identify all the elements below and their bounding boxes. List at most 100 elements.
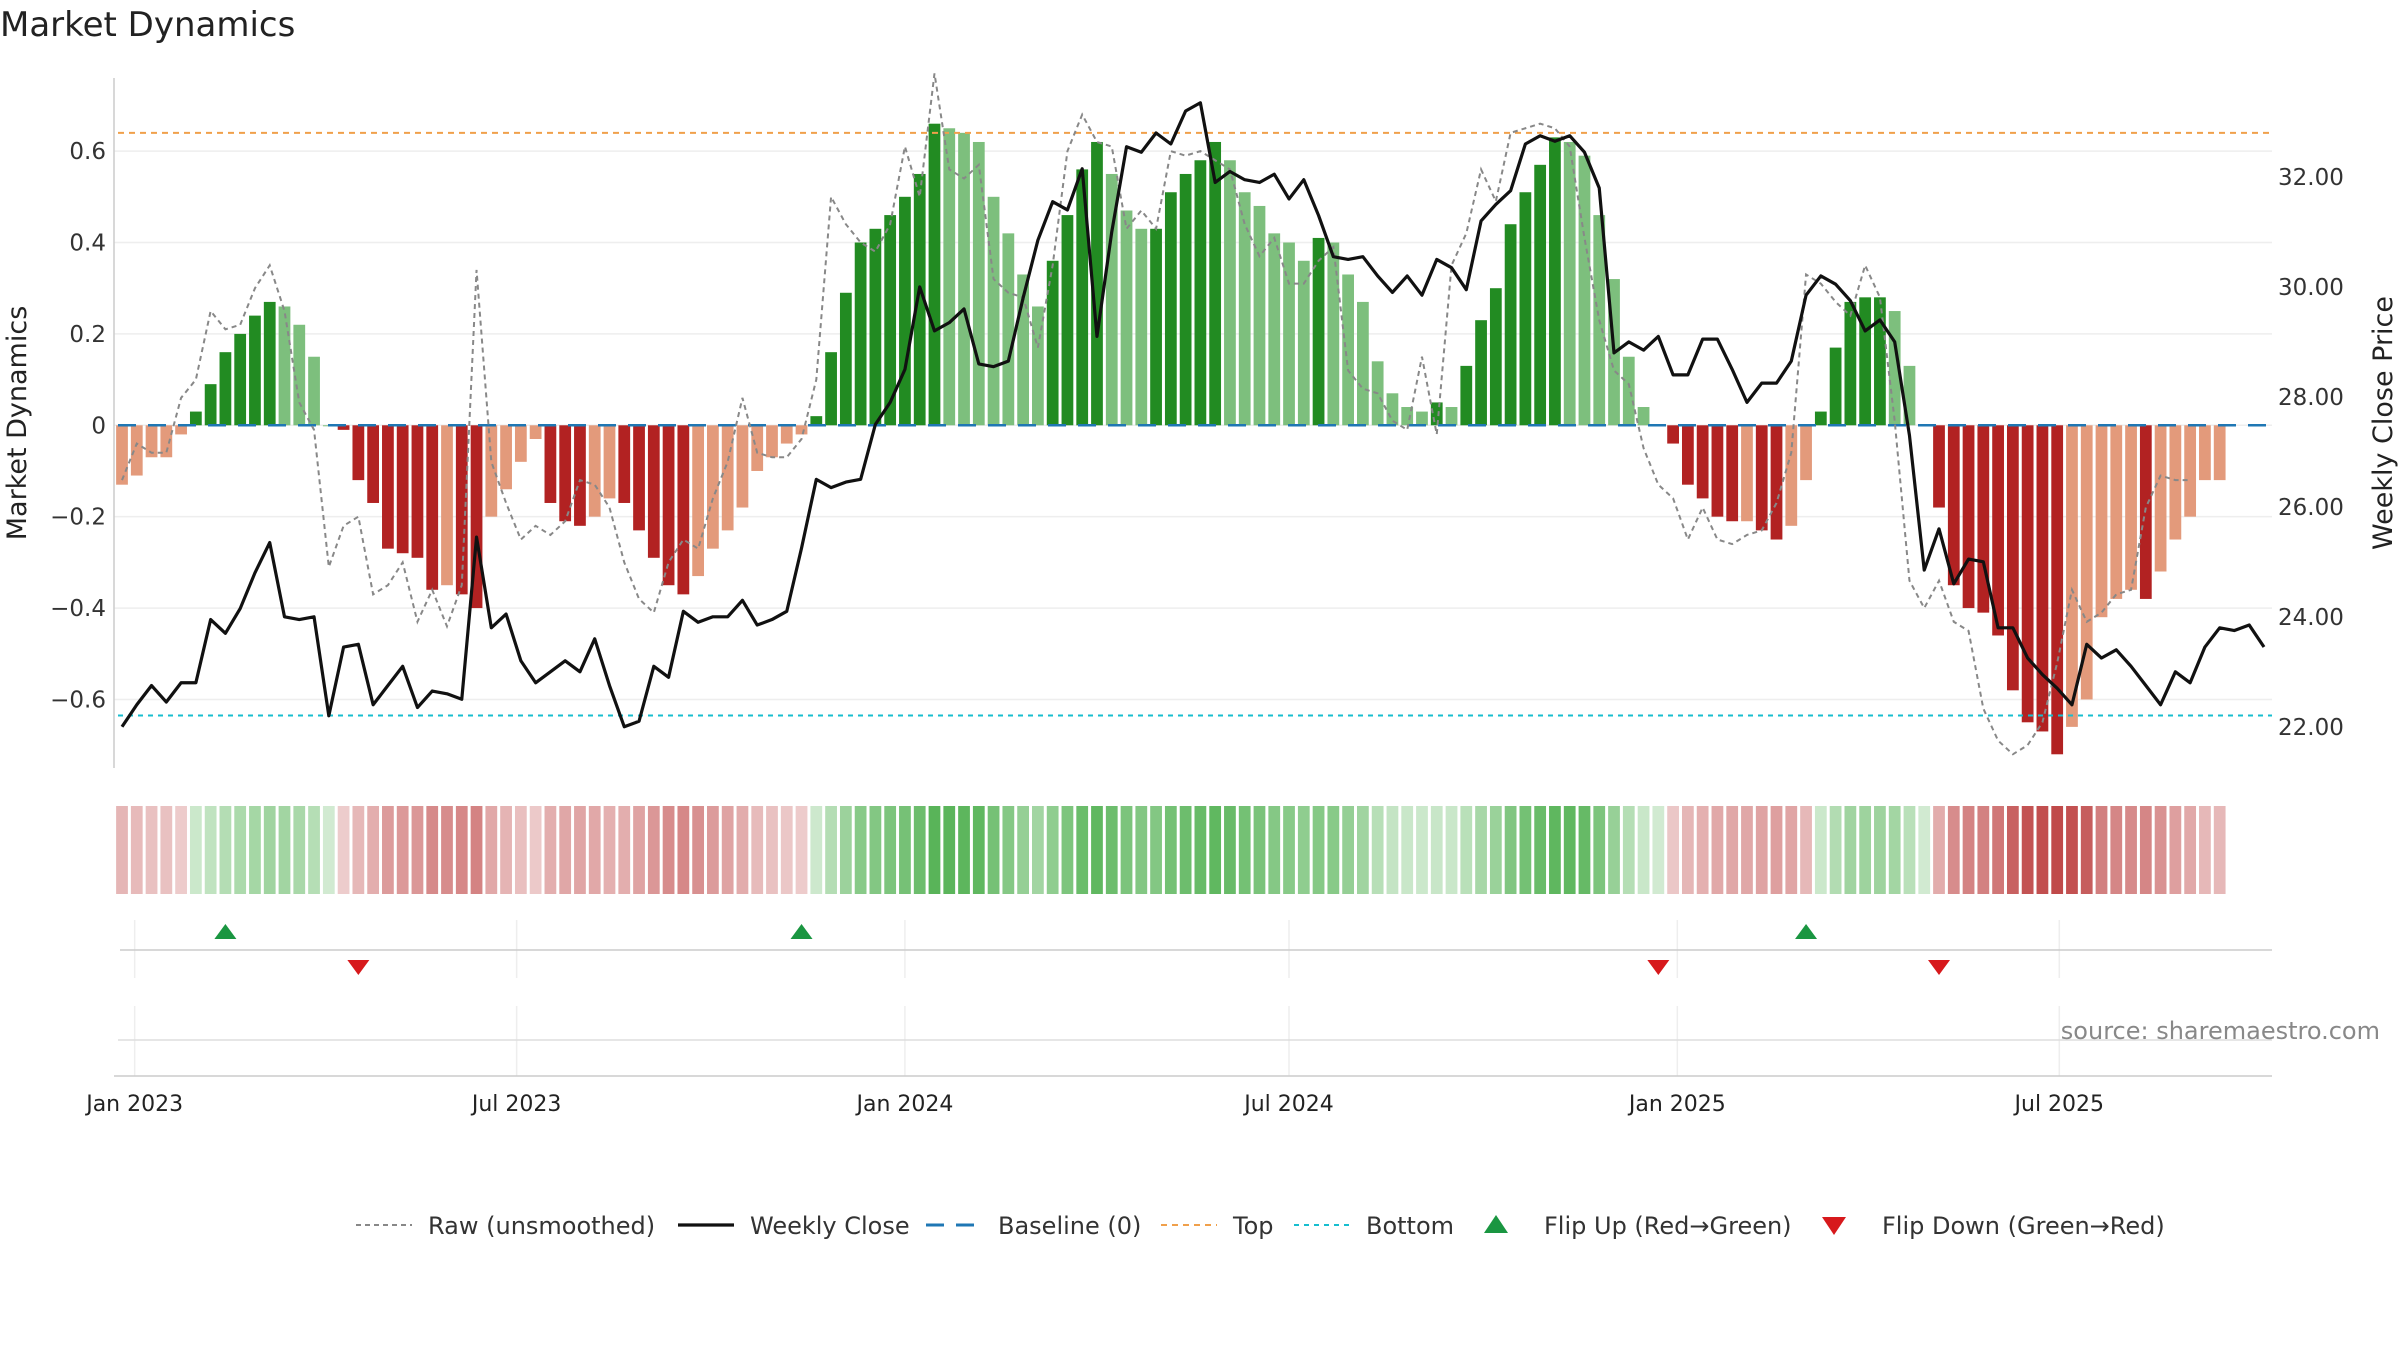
bar	[1342, 274, 1354, 426]
bar	[736, 425, 749, 508]
bar	[618, 425, 631, 503]
bar	[574, 425, 586, 526]
bar	[825, 352, 837, 426]
strip-cell	[721, 806, 734, 894]
weekly-close-line	[120, 101, 2266, 729]
strip-cell	[2051, 806, 2064, 894]
bar	[2169, 425, 2182, 540]
strip-cell	[278, 806, 291, 894]
bar	[810, 416, 823, 426]
strip-cell	[1002, 806, 1015, 894]
strip-cell	[175, 806, 187, 894]
left-axis-label: Market Dynamics	[2, 306, 33, 541]
strip-cell	[160, 806, 173, 894]
legend-item: Top	[1161, 1212, 1274, 1240]
strip-cell	[1563, 806, 1576, 894]
strip-cell	[677, 806, 690, 894]
strip-cell	[603, 806, 616, 894]
bar	[1416, 411, 1428, 426]
strip-cell	[854, 806, 867, 894]
bar	[1386, 393, 1399, 426]
flip-up-marker	[790, 924, 813, 939]
right-tick-label: 24.00	[2278, 605, 2344, 631]
right-tick-label: 22.00	[2278, 715, 2344, 741]
legend-item: Raw (unsmoothed)	[356, 1212, 655, 1240]
bar	[1046, 260, 1059, 426]
strip-cell	[1032, 806, 1044, 894]
bar	[234, 333, 247, 426]
strip-cell	[529, 806, 542, 894]
bar	[175, 425, 187, 435]
strip-cell	[1342, 806, 1354, 894]
bar	[662, 425, 675, 586]
bar	[219, 352, 232, 426]
strip-cell	[825, 806, 837, 894]
strip-cell	[1903, 806, 1916, 894]
legend-item: Bottom	[1294, 1212, 1454, 1240]
left-tick-label: 0	[91, 413, 106, 439]
strip-cell	[958, 806, 970, 894]
legend-label: Baseline (0)	[998, 1212, 1141, 1240]
strip-cell	[1416, 806, 1428, 894]
bar	[293, 324, 306, 426]
bar	[1726, 425, 1739, 522]
strip-cell	[751, 806, 764, 894]
strip-cell	[662, 806, 675, 894]
strip-cell	[899, 806, 911, 894]
strip-cell	[707, 806, 719, 894]
strip-cell	[249, 806, 261, 894]
bar	[1135, 228, 1148, 426]
bar	[426, 425, 439, 590]
flip-markers	[214, 924, 1951, 975]
bar	[1356, 301, 1369, 426]
strip-cell	[588, 806, 601, 894]
strip-cell	[293, 806, 306, 894]
bar	[1947, 425, 1960, 586]
strip-cell	[1091, 806, 1103, 894]
bar	[1194, 160, 1207, 426]
strip-cell	[1681, 806, 1694, 894]
bar	[130, 425, 143, 476]
legend-label: Raw (unsmoothed)	[428, 1212, 655, 1240]
x-tick-label: Jul 2023	[470, 1092, 562, 1117]
flip-down-marker	[347, 960, 370, 975]
strip-cell	[544, 806, 557, 894]
left-tick-label: −0.2	[50, 505, 106, 531]
strip-cell	[2184, 806, 2197, 894]
strip-cell	[869, 806, 882, 894]
strip-cell	[1947, 806, 1960, 894]
bar	[1120, 210, 1133, 426]
strip-cell	[1814, 806, 1827, 894]
strip-cell	[1401, 806, 1414, 894]
strip-cell	[1534, 806, 1547, 894]
axes: −0.6 −0.4 −0.2 0 0.2 0.4 0.6 22.00 24.00 26.00 28.…	[2, 78, 2399, 1117]
strip-cell	[1667, 806, 1679, 894]
bar	[1814, 411, 1827, 426]
strip-cell	[1622, 806, 1635, 894]
bar	[2080, 425, 2093, 700]
strip-cell	[913, 806, 926, 894]
bar	[1696, 425, 1709, 499]
bar	[1933, 425, 1945, 508]
strip-cell	[485, 806, 498, 894]
left-tick-label: 0.4	[69, 231, 106, 257]
strip-cell	[1519, 806, 1532, 894]
bar	[1105, 173, 1118, 426]
bar	[633, 425, 645, 531]
bar	[1755, 425, 1768, 531]
bar	[1430, 402, 1443, 426]
strip-cell	[411, 806, 424, 894]
x-tick-label: Jan 2025	[1627, 1092, 1726, 1117]
bar	[603, 425, 616, 499]
bar	[189, 411, 202, 426]
bar	[1829, 347, 1842, 426]
strip-cell	[396, 806, 409, 894]
bar	[1283, 242, 1295, 426]
strip-cell	[514, 806, 527, 894]
strip-cell	[1652, 806, 1665, 894]
legend-item: Weekly Close	[678, 1212, 910, 1240]
strip-cell	[559, 806, 572, 894]
bar	[411, 425, 424, 558]
bar	[884, 215, 897, 426]
strip-cell	[692, 806, 705, 894]
